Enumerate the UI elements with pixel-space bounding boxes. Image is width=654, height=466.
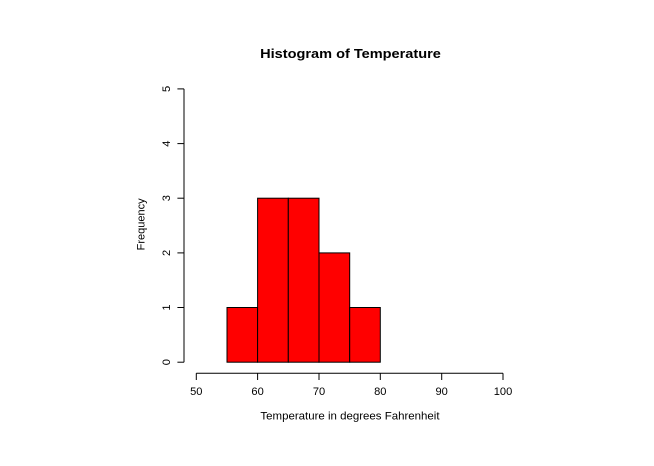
svg-text:100: 100	[494, 386, 513, 398]
svg-text:50: 50	[190, 386, 202, 398]
svg-text:70: 70	[313, 386, 325, 398]
svg-text:4: 4	[161, 141, 173, 147]
svg-text:Frequency: Frequency	[136, 198, 148, 250]
svg-text:1: 1	[161, 304, 173, 310]
svg-text:80: 80	[374, 386, 386, 398]
svg-text:3: 3	[161, 195, 173, 201]
svg-text:5: 5	[161, 86, 173, 92]
svg-text:Histogram of Temperature: Histogram of Temperature	[260, 47, 441, 61]
svg-text:90: 90	[436, 386, 448, 398]
svg-text:60: 60	[251, 386, 263, 398]
svg-text:2: 2	[161, 250, 173, 256]
svg-text:Temperature in degrees Fahrenh: Temperature in degrees Fahrenheit	[260, 411, 439, 423]
svg-text:0: 0	[161, 359, 173, 365]
